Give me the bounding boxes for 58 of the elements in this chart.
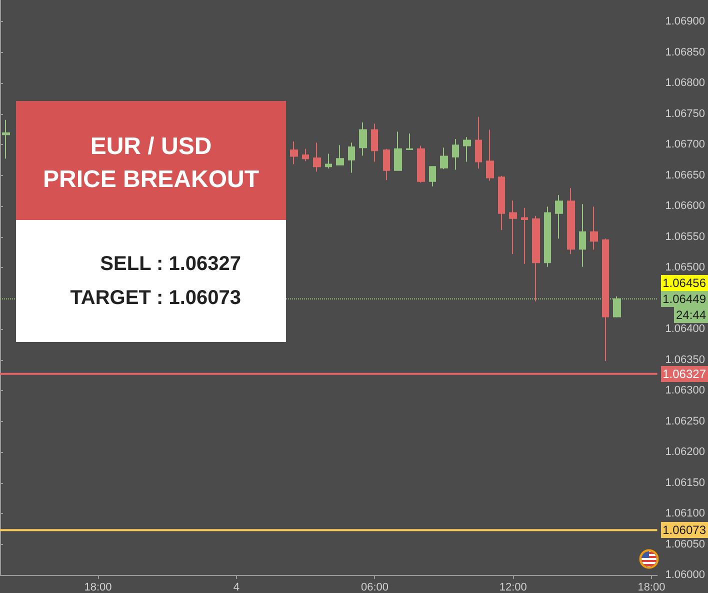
candlestick bbox=[463, 136, 471, 162]
candlestick bbox=[417, 145, 425, 184]
candlestick bbox=[290, 140, 298, 165]
candlestick bbox=[555, 194, 563, 240]
candlestick bbox=[406, 132, 413, 151]
annotation: SELL : 1.06327 bbox=[99, 252, 241, 277]
candlestick bbox=[394, 131, 402, 171]
candlestick bbox=[498, 175, 505, 230]
y-tick-label: 1.06650 bbox=[665, 169, 706, 182]
candlestick bbox=[313, 142, 321, 172]
candlestick bbox=[486, 129, 494, 182]
text: 24:44 bbox=[674, 306, 708, 323]
y-tick-label: 1.06150 bbox=[665, 476, 706, 489]
candlestick bbox=[567, 188, 575, 254]
candlestick bbox=[452, 138, 459, 170]
candlestick bbox=[544, 206, 551, 268]
y-tick-label: 1.06350 bbox=[665, 354, 706, 366]
candlestick bbox=[440, 147, 448, 170]
candlestick bbox=[579, 204, 586, 268]
candlestick bbox=[348, 142, 355, 174]
x-tick-label: 4 bbox=[233, 582, 240, 593]
candlestick bbox=[509, 200, 517, 254]
candlestick bbox=[336, 144, 344, 166]
candlestick bbox=[532, 215, 540, 302]
y-tick-label: 1.06550 bbox=[665, 230, 706, 243]
y-tick-label: 1.06850 bbox=[665, 46, 706, 58]
x-tick-label: 18:00 bbox=[638, 582, 666, 593]
y-tick-label: 1.06300 bbox=[665, 384, 706, 397]
text: 1.06456 bbox=[660, 274, 708, 291]
y-tick-label: 1.06900 bbox=[665, 16, 706, 28]
candlestick bbox=[325, 153, 332, 170]
candlestick bbox=[383, 148, 390, 181]
candlestick bbox=[590, 206, 598, 250]
y-tick-label: 1.06200 bbox=[665, 446, 706, 458]
x-tick-label: 18:00 bbox=[84, 582, 112, 593]
candlestick bbox=[371, 123, 378, 162]
x-tick-label: 12:00 bbox=[499, 582, 527, 593]
y-tick-label: 1.06050 bbox=[665, 538, 706, 550]
y-tick-label: 1.06750 bbox=[665, 108, 706, 120]
y-tick-label: 1.06600 bbox=[665, 200, 706, 212]
y-tick-label: 1.06500 bbox=[665, 262, 706, 274]
y-tick-label: 1.06800 bbox=[665, 77, 706, 90]
candlestick bbox=[602, 238, 609, 362]
candlestick bbox=[475, 116, 482, 170]
candlestick bbox=[302, 148, 309, 162]
y-tick-label: 1.06250 bbox=[665, 415, 706, 428]
candlestick bbox=[521, 207, 528, 264]
ref-line-label: 1.06449 bbox=[660, 290, 708, 307]
candlestick bbox=[359, 122, 367, 156]
y-tick-label: 1.06400 bbox=[665, 323, 706, 336]
x-tick-label: 06:00 bbox=[360, 582, 389, 593]
candlestick bbox=[429, 166, 436, 187]
annotation: TARGET : 1.06073 bbox=[69, 286, 241, 311]
y-tick-label: 1.06700 bbox=[665, 138, 706, 151]
y-tick-label: 1.06100 bbox=[665, 508, 706, 520]
ref-line-label: 1.06327 bbox=[660, 366, 708, 382]
y-tick-label: 1.06000 bbox=[665, 569, 706, 581]
ref-line-label: 1.06073 bbox=[660, 522, 708, 538]
